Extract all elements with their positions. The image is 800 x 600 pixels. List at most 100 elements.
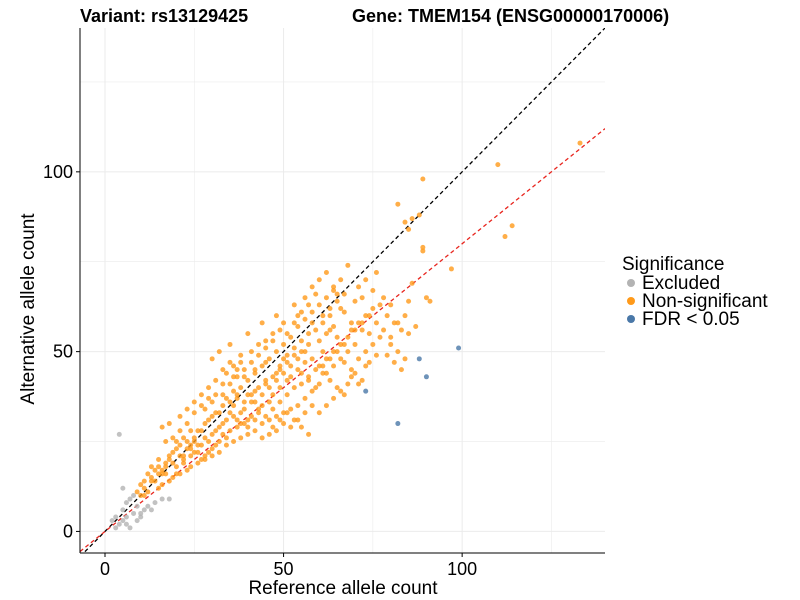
data-point bbox=[206, 417, 212, 423]
data-point bbox=[334, 349, 340, 355]
data-point bbox=[331, 323, 337, 329]
data-point bbox=[177, 471, 183, 477]
data-point bbox=[291, 385, 297, 391]
data-point bbox=[209, 413, 215, 419]
data-point bbox=[259, 421, 265, 427]
data-point bbox=[227, 341, 233, 347]
data-point bbox=[123, 521, 129, 527]
data-point bbox=[156, 464, 162, 470]
data-point bbox=[188, 442, 194, 448]
data-point bbox=[309, 320, 315, 326]
data-point bbox=[284, 410, 290, 416]
data-point bbox=[270, 406, 276, 412]
data-point bbox=[156, 485, 162, 491]
data-point bbox=[238, 359, 244, 365]
data-point bbox=[173, 471, 179, 477]
chart-title-variant: Variant: rs13129425 bbox=[80, 6, 248, 26]
data-point bbox=[252, 370, 258, 376]
data-point bbox=[123, 514, 129, 520]
data-point bbox=[166, 457, 172, 463]
data-point bbox=[159, 467, 165, 473]
data-point bbox=[388, 341, 394, 347]
data-point bbox=[363, 388, 369, 394]
data-point bbox=[381, 295, 387, 301]
data-point bbox=[356, 284, 362, 290]
data-point bbox=[384, 313, 390, 319]
data-point bbox=[309, 356, 315, 362]
data-point bbox=[309, 388, 315, 394]
data-point bbox=[241, 367, 247, 373]
data-point bbox=[156, 471, 162, 477]
data-point bbox=[345, 349, 351, 355]
data-point bbox=[306, 331, 312, 337]
data-point bbox=[366, 331, 372, 337]
data-point bbox=[277, 367, 283, 373]
data-point bbox=[163, 439, 169, 445]
data-point bbox=[427, 298, 433, 304]
data-points bbox=[109, 140, 583, 531]
data-point bbox=[298, 349, 304, 355]
data-point bbox=[134, 489, 140, 495]
data-point bbox=[113, 525, 119, 531]
data-point bbox=[281, 356, 287, 362]
data-point bbox=[402, 356, 408, 362]
data-point bbox=[495, 162, 501, 168]
data-point bbox=[156, 457, 162, 463]
data-point bbox=[291, 417, 297, 423]
legend-label: Non-significant bbox=[642, 291, 768, 312]
data-point bbox=[273, 428, 279, 434]
y-tick-label: 50 bbox=[53, 342, 73, 362]
data-point bbox=[213, 442, 219, 448]
data-point bbox=[213, 392, 219, 398]
data-point bbox=[327, 356, 333, 362]
data-point bbox=[402, 219, 408, 225]
data-point bbox=[331, 363, 337, 369]
grid-lines bbox=[80, 28, 605, 553]
data-point bbox=[198, 457, 204, 463]
data-point bbox=[259, 320, 265, 326]
data-point bbox=[316, 277, 322, 283]
data-point bbox=[302, 349, 308, 355]
data-point bbox=[281, 370, 287, 376]
data-point bbox=[145, 489, 151, 495]
data-point bbox=[159, 424, 165, 430]
data-point bbox=[298, 370, 304, 376]
data-point bbox=[170, 474, 176, 480]
data-point bbox=[188, 464, 194, 470]
legend-title: Significance bbox=[622, 254, 724, 275]
data-point bbox=[223, 435, 229, 441]
data-point bbox=[231, 413, 237, 419]
data-point bbox=[406, 226, 412, 232]
data-point bbox=[188, 453, 194, 459]
data-point bbox=[259, 392, 265, 398]
data-point bbox=[327, 327, 333, 333]
data-point bbox=[277, 417, 283, 423]
data-point bbox=[395, 320, 401, 326]
data-point bbox=[209, 446, 215, 452]
data-point bbox=[348, 327, 354, 333]
data-point bbox=[366, 313, 372, 319]
data-point bbox=[309, 309, 315, 315]
data-point bbox=[334, 334, 340, 340]
data-point bbox=[295, 356, 301, 362]
data-point bbox=[206, 385, 212, 391]
data-point bbox=[234, 367, 240, 373]
data-point bbox=[306, 377, 312, 383]
data-point bbox=[316, 381, 322, 387]
data-point bbox=[152, 467, 158, 473]
data-point bbox=[120, 507, 126, 513]
data-point bbox=[356, 356, 362, 362]
data-point bbox=[316, 410, 322, 416]
data-point bbox=[309, 403, 315, 409]
data-point bbox=[288, 424, 294, 430]
data-point bbox=[284, 331, 290, 337]
data-point bbox=[195, 449, 201, 455]
data-point bbox=[248, 359, 254, 365]
data-point bbox=[148, 464, 154, 470]
data-point bbox=[391, 320, 397, 326]
data-point bbox=[270, 331, 276, 337]
data-point bbox=[341, 309, 347, 315]
data-point bbox=[259, 363, 265, 369]
y-tick-label: 0 bbox=[63, 521, 73, 541]
data-point bbox=[273, 313, 279, 319]
